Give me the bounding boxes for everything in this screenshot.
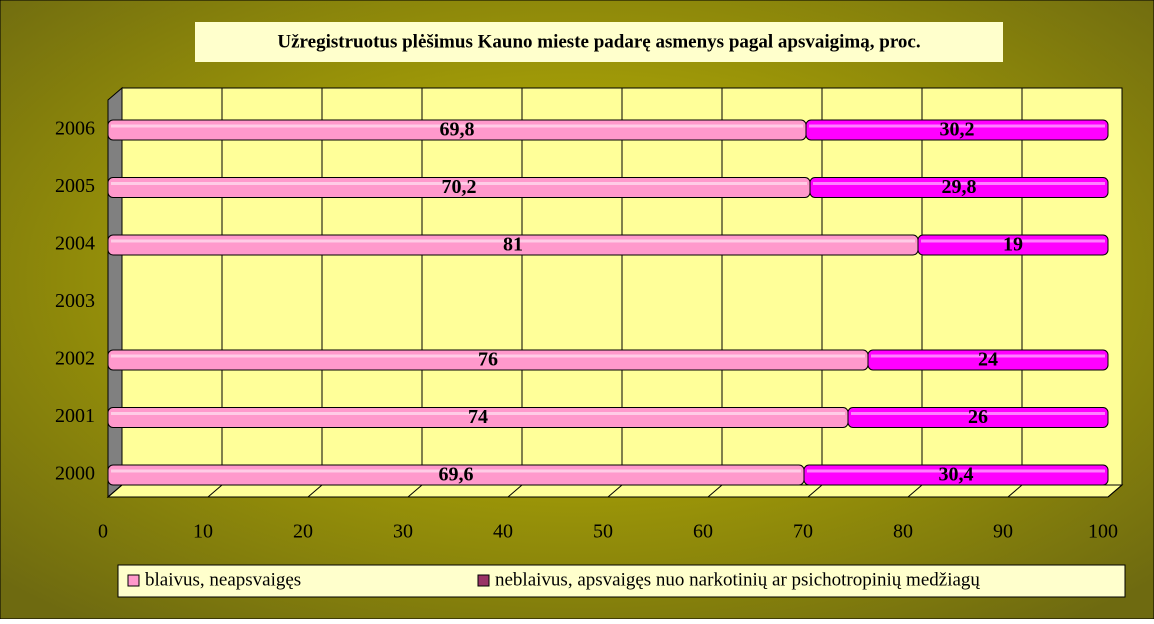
- floor-grid-line: [107, 484, 123, 498]
- floor-grid-line: [407, 484, 423, 498]
- floor-grid-line: [807, 484, 823, 498]
- y-tick-label: 2006: [55, 118, 95, 140]
- y-tick-label: 2004: [55, 233, 95, 255]
- y-tick-label: 2000: [55, 463, 95, 485]
- floor-grid-line: [307, 484, 323, 498]
- y-tick-label: 2005: [55, 175, 95, 197]
- x-tick-label: 20: [293, 521, 313, 543]
- data-label: 30,4: [939, 464, 974, 486]
- x-tick-label: 70: [793, 521, 813, 543]
- floor-grid-line: [507, 484, 523, 498]
- floor-grid-line: [1107, 484, 1123, 498]
- x-tick-label: 30: [393, 521, 413, 543]
- floor-grid-line: [1007, 484, 1023, 498]
- x-tick-label: 90: [993, 521, 1013, 543]
- data-label: 19: [1003, 234, 1023, 256]
- legend-swatch: [127, 574, 140, 587]
- chart-title: Užregistruotus plėšimus Kauno mieste pad…: [277, 31, 920, 52]
- title-box: [195, 22, 1003, 62]
- data-label: 70,2: [442, 176, 477, 198]
- data-label: 69,6: [439, 464, 474, 486]
- data-label: 29,8: [942, 176, 977, 198]
- data-label: 26: [968, 406, 988, 428]
- y-tick-label: 2003: [55, 290, 95, 312]
- side-wall: [107, 86, 123, 499]
- data-label: 81: [503, 234, 523, 256]
- floor-grid-line: [907, 484, 923, 498]
- floor-grid-line: [707, 484, 723, 498]
- data-label: 30,2: [940, 119, 975, 141]
- legend-label: neblaivus, apsvaigęs nuo narkotinių ar p…: [495, 569, 980, 590]
- legend-swatch: [477, 574, 490, 587]
- x-tick-label: 10: [193, 521, 213, 543]
- data-label: 24: [978, 349, 998, 371]
- x-tick-label: 80: [893, 521, 913, 543]
- x-tick-label: 60: [693, 521, 713, 543]
- legend: [117, 564, 1126, 598]
- x-tick-label: 0: [98, 521, 108, 543]
- x-tick-label: 50: [593, 521, 613, 543]
- legend-label: blaivus, neapsvaigęs: [145, 569, 301, 590]
- floor-grid-line: [607, 484, 623, 498]
- data-label: 74: [468, 406, 488, 428]
- x-tick-label: 100: [1088, 521, 1118, 543]
- data-label: 69,8: [440, 119, 475, 141]
- y-tick-label: 2001: [55, 405, 95, 427]
- y-tick-label: 2002: [55, 348, 95, 370]
- data-label: 76: [478, 349, 498, 371]
- x-tick-label: 40: [493, 521, 513, 543]
- floor-grid-line: [207, 484, 223, 498]
